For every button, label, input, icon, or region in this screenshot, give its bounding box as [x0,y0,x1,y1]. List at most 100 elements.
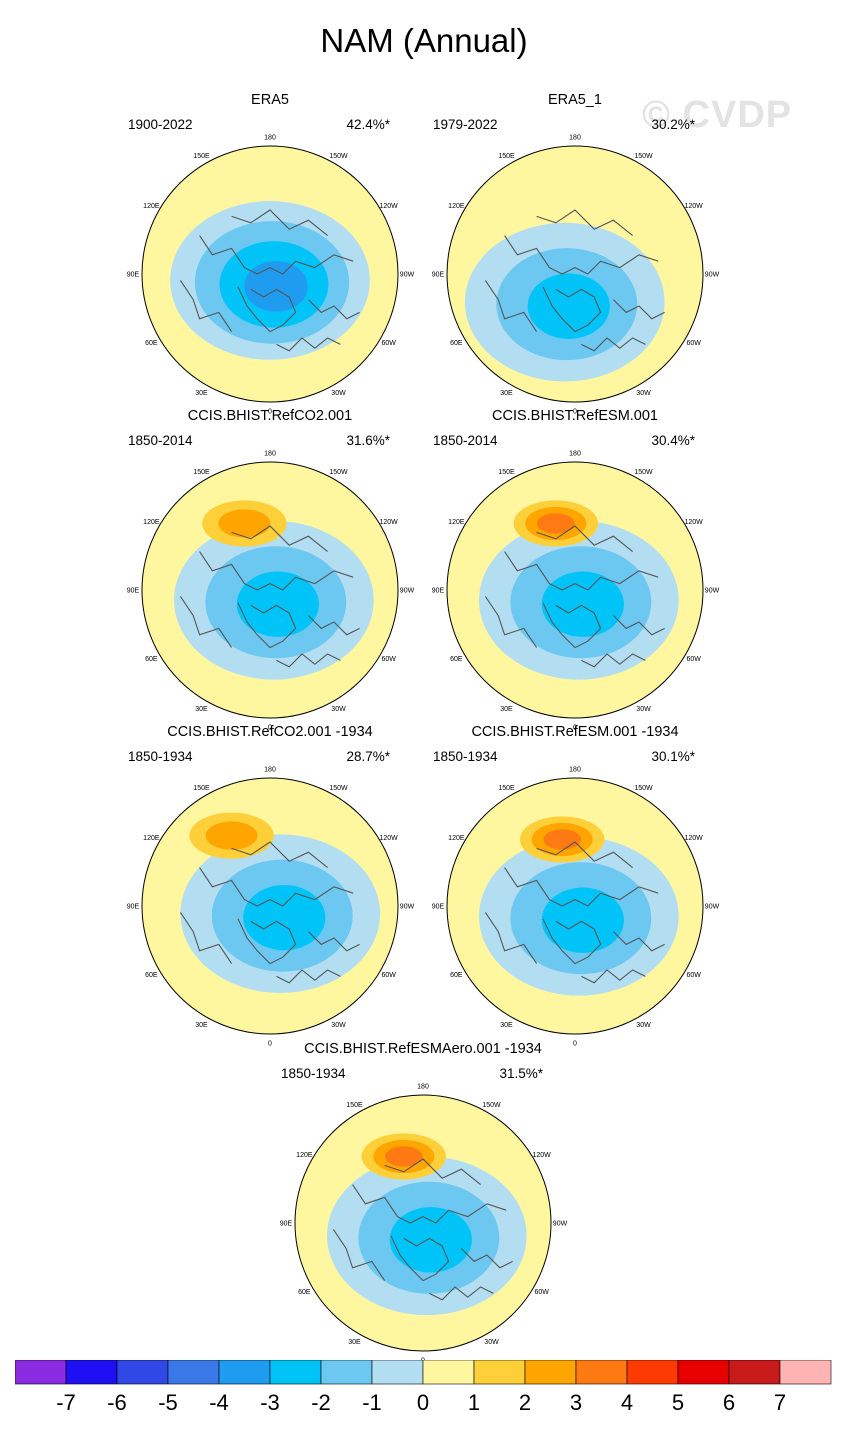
longitude-label: 90E [127,904,140,911]
longitude-label: 30E [500,1022,513,1029]
coastline [237,918,297,965]
longitude-label: 30W [331,706,346,713]
longitude-label: 90E [432,904,445,911]
coastline [429,1286,494,1301]
longitude-label: 180 [569,767,581,774]
map-panel: ERA5 1900-2022 42.4%* 180 150E 120E 90E 60E 3… [120,92,420,416]
longitude-label: 30E [195,706,208,713]
map-field [447,462,703,718]
panel-percent: 31.6%* [346,433,390,448]
panel-percent: 30.1%* [651,749,695,764]
colorbar-tick-label: 4 [621,1390,633,1415]
longitude-label: 90W [400,272,415,279]
longitude-label: 30W [331,390,346,397]
longitude-label: 60W [686,340,701,347]
coastline [536,841,633,869]
panel-period: 1850-2014 [433,433,498,448]
longitude-label: 150E [346,1102,363,1109]
contour-negative [541,887,624,953]
colorbar-bin [15,1360,67,1385]
longitude-label: 150E [193,153,210,160]
colorbar-tick-label: 3 [570,1390,582,1415]
colorbar-bin [116,1360,169,1385]
coastline [484,280,538,332]
map-border [446,777,704,1035]
panel-percent: 31.5%* [499,1066,543,1081]
longitude-label: 60E [450,656,463,663]
longitude-label: 150W [329,469,348,476]
panel-period: 1900-2022 [128,117,193,132]
longitude-label: 180 [264,767,276,774]
coastline [352,1184,507,1224]
longitude-label: 90W [705,272,720,279]
coastline [484,596,538,648]
coastline [542,286,602,333]
longitude-label: 90W [553,1221,568,1228]
map-field [295,1095,551,1351]
colorbar-tick-label: 6 [723,1390,735,1415]
colorbar-tick-label: -2 [311,1390,331,1415]
coastline [581,969,646,984]
coastline [179,280,233,332]
map-border [141,777,399,1035]
longitude-label: 150E [193,785,210,792]
coastline [308,931,360,952]
coastline [384,1158,481,1186]
colorbar-bin [473,1360,526,1385]
colorbar-bin [575,1360,628,1385]
colorbar-bin [167,1360,220,1385]
map-panel: ERA5_1 1979-2022 30.2%* 180 150E 120E 90E 60… [425,92,725,416]
longitude-label: 30W [484,1339,499,1346]
colorbar-bin [371,1360,424,1385]
coastline [332,1229,386,1281]
colorbar-tick-label: 2 [519,1390,531,1415]
longitude-label: 60W [381,656,396,663]
longitude-label: 30W [331,1022,346,1029]
colorbar-bin [218,1360,271,1385]
colorbar-tick-label: 0 [417,1390,429,1415]
longitude-label: 120E [143,835,160,842]
coastline [276,653,341,668]
map-panel: CCIS.BHIST.RefCO2.001 -1934 1850-1934 28… [120,724,420,1048]
colorbar: -7 -6 -5 -4 -3 -2 -1 0 1 2 3 4 5 6 7 [15,1360,832,1415]
longitude-label: 150E [498,785,515,792]
longitude-label: 90E [432,588,445,595]
contour-negative [243,885,326,951]
panel-title: CCIS.BHIST.RefCO2.001 [187,408,353,424]
longitude-label: 120W [684,835,703,842]
coastline [231,209,328,237]
longitude-label: 0 [573,725,577,732]
longitude-label: 180 [264,451,276,458]
panel-title: CCIS.BHIST.RefESM.001 -1934 [471,724,679,740]
longitude-label: 30E [195,1022,208,1029]
longitude-label: 60E [450,340,463,347]
longitude-label: 30W [636,390,651,397]
longitude-label: 120W [532,1152,551,1159]
coastline [536,525,633,553]
coastline [199,235,354,275]
longitude-label: 0 [268,1041,272,1048]
coastline [276,337,341,352]
coastline [581,653,646,668]
colorbar-bin [422,1360,475,1385]
longitude-label: 30E [500,390,513,397]
contour-positive [543,829,581,850]
longitude-label: 60W [534,1289,549,1296]
longitude-label: 60W [686,972,701,979]
coastline [231,841,328,869]
colorbar-bin [728,1360,781,1385]
coastline [536,209,633,237]
coastline [504,235,659,275]
panel-title: CCIS.BHIST.RefCO2.001 -1934 [167,724,373,740]
panel-title: ERA5_1 [547,92,602,108]
longitude-label: 60W [686,656,701,663]
contour-negative [236,571,319,637]
contour-negative [527,273,610,339]
map-field [447,778,703,1034]
coastline [504,551,659,591]
longitude-label: 30E [500,706,513,713]
